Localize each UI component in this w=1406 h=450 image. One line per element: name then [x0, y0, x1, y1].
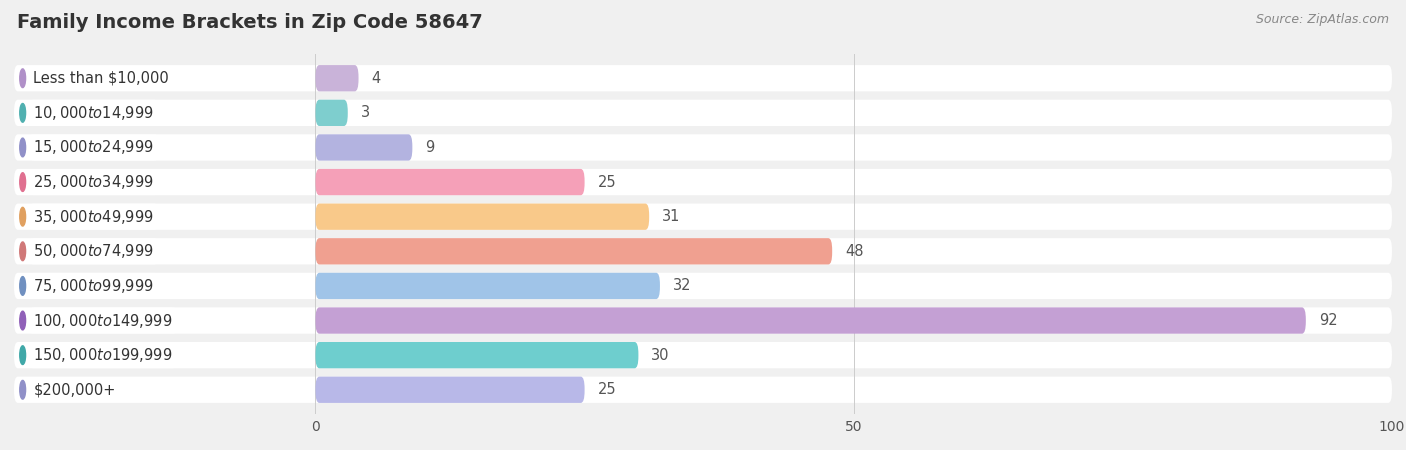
FancyBboxPatch shape — [315, 134, 412, 161]
FancyBboxPatch shape — [14, 169, 1392, 195]
Text: 25: 25 — [598, 175, 616, 189]
FancyBboxPatch shape — [14, 273, 1392, 299]
Circle shape — [20, 380, 25, 399]
FancyBboxPatch shape — [14, 238, 1392, 265]
Circle shape — [20, 346, 25, 365]
Circle shape — [20, 207, 25, 226]
Text: Family Income Brackets in Zip Code 58647: Family Income Brackets in Zip Code 58647 — [17, 14, 482, 32]
FancyBboxPatch shape — [315, 169, 585, 195]
Text: $15,000 to $24,999: $15,000 to $24,999 — [34, 139, 155, 157]
Text: $100,000 to $149,999: $100,000 to $149,999 — [34, 311, 173, 329]
Text: $150,000 to $199,999: $150,000 to $199,999 — [34, 346, 173, 364]
Text: $200,000+: $200,000+ — [34, 382, 115, 397]
Text: 92: 92 — [1319, 313, 1337, 328]
Text: Source: ZipAtlas.com: Source: ZipAtlas.com — [1256, 14, 1389, 27]
Text: $25,000 to $34,999: $25,000 to $34,999 — [34, 173, 155, 191]
FancyBboxPatch shape — [315, 377, 585, 403]
FancyBboxPatch shape — [14, 342, 1392, 368]
FancyBboxPatch shape — [315, 65, 359, 91]
Text: 48: 48 — [845, 244, 863, 259]
Circle shape — [20, 242, 25, 261]
FancyBboxPatch shape — [14, 377, 1392, 403]
FancyBboxPatch shape — [315, 307, 1306, 334]
FancyBboxPatch shape — [14, 134, 1392, 161]
FancyBboxPatch shape — [14, 203, 1392, 230]
FancyBboxPatch shape — [315, 238, 832, 265]
Circle shape — [20, 173, 25, 191]
Circle shape — [20, 138, 25, 157]
Text: 4: 4 — [371, 71, 381, 86]
FancyBboxPatch shape — [315, 203, 650, 230]
FancyBboxPatch shape — [315, 273, 659, 299]
FancyBboxPatch shape — [315, 342, 638, 368]
Text: $50,000 to $74,999: $50,000 to $74,999 — [34, 242, 155, 260]
Text: $10,000 to $14,999: $10,000 to $14,999 — [34, 104, 155, 122]
FancyBboxPatch shape — [14, 307, 1392, 334]
FancyBboxPatch shape — [14, 65, 1392, 91]
Text: 9: 9 — [425, 140, 434, 155]
Text: 30: 30 — [651, 348, 669, 363]
Text: $35,000 to $49,999: $35,000 to $49,999 — [34, 208, 155, 226]
Text: 31: 31 — [662, 209, 681, 224]
Text: 32: 32 — [673, 279, 692, 293]
Text: 3: 3 — [361, 105, 370, 120]
Text: 25: 25 — [598, 382, 616, 397]
FancyBboxPatch shape — [14, 100, 1392, 126]
FancyBboxPatch shape — [315, 100, 347, 126]
Text: Less than $10,000: Less than $10,000 — [34, 71, 169, 86]
Circle shape — [20, 69, 25, 88]
Circle shape — [20, 277, 25, 295]
Circle shape — [20, 104, 25, 122]
Text: $75,000 to $99,999: $75,000 to $99,999 — [34, 277, 155, 295]
Circle shape — [20, 311, 25, 330]
